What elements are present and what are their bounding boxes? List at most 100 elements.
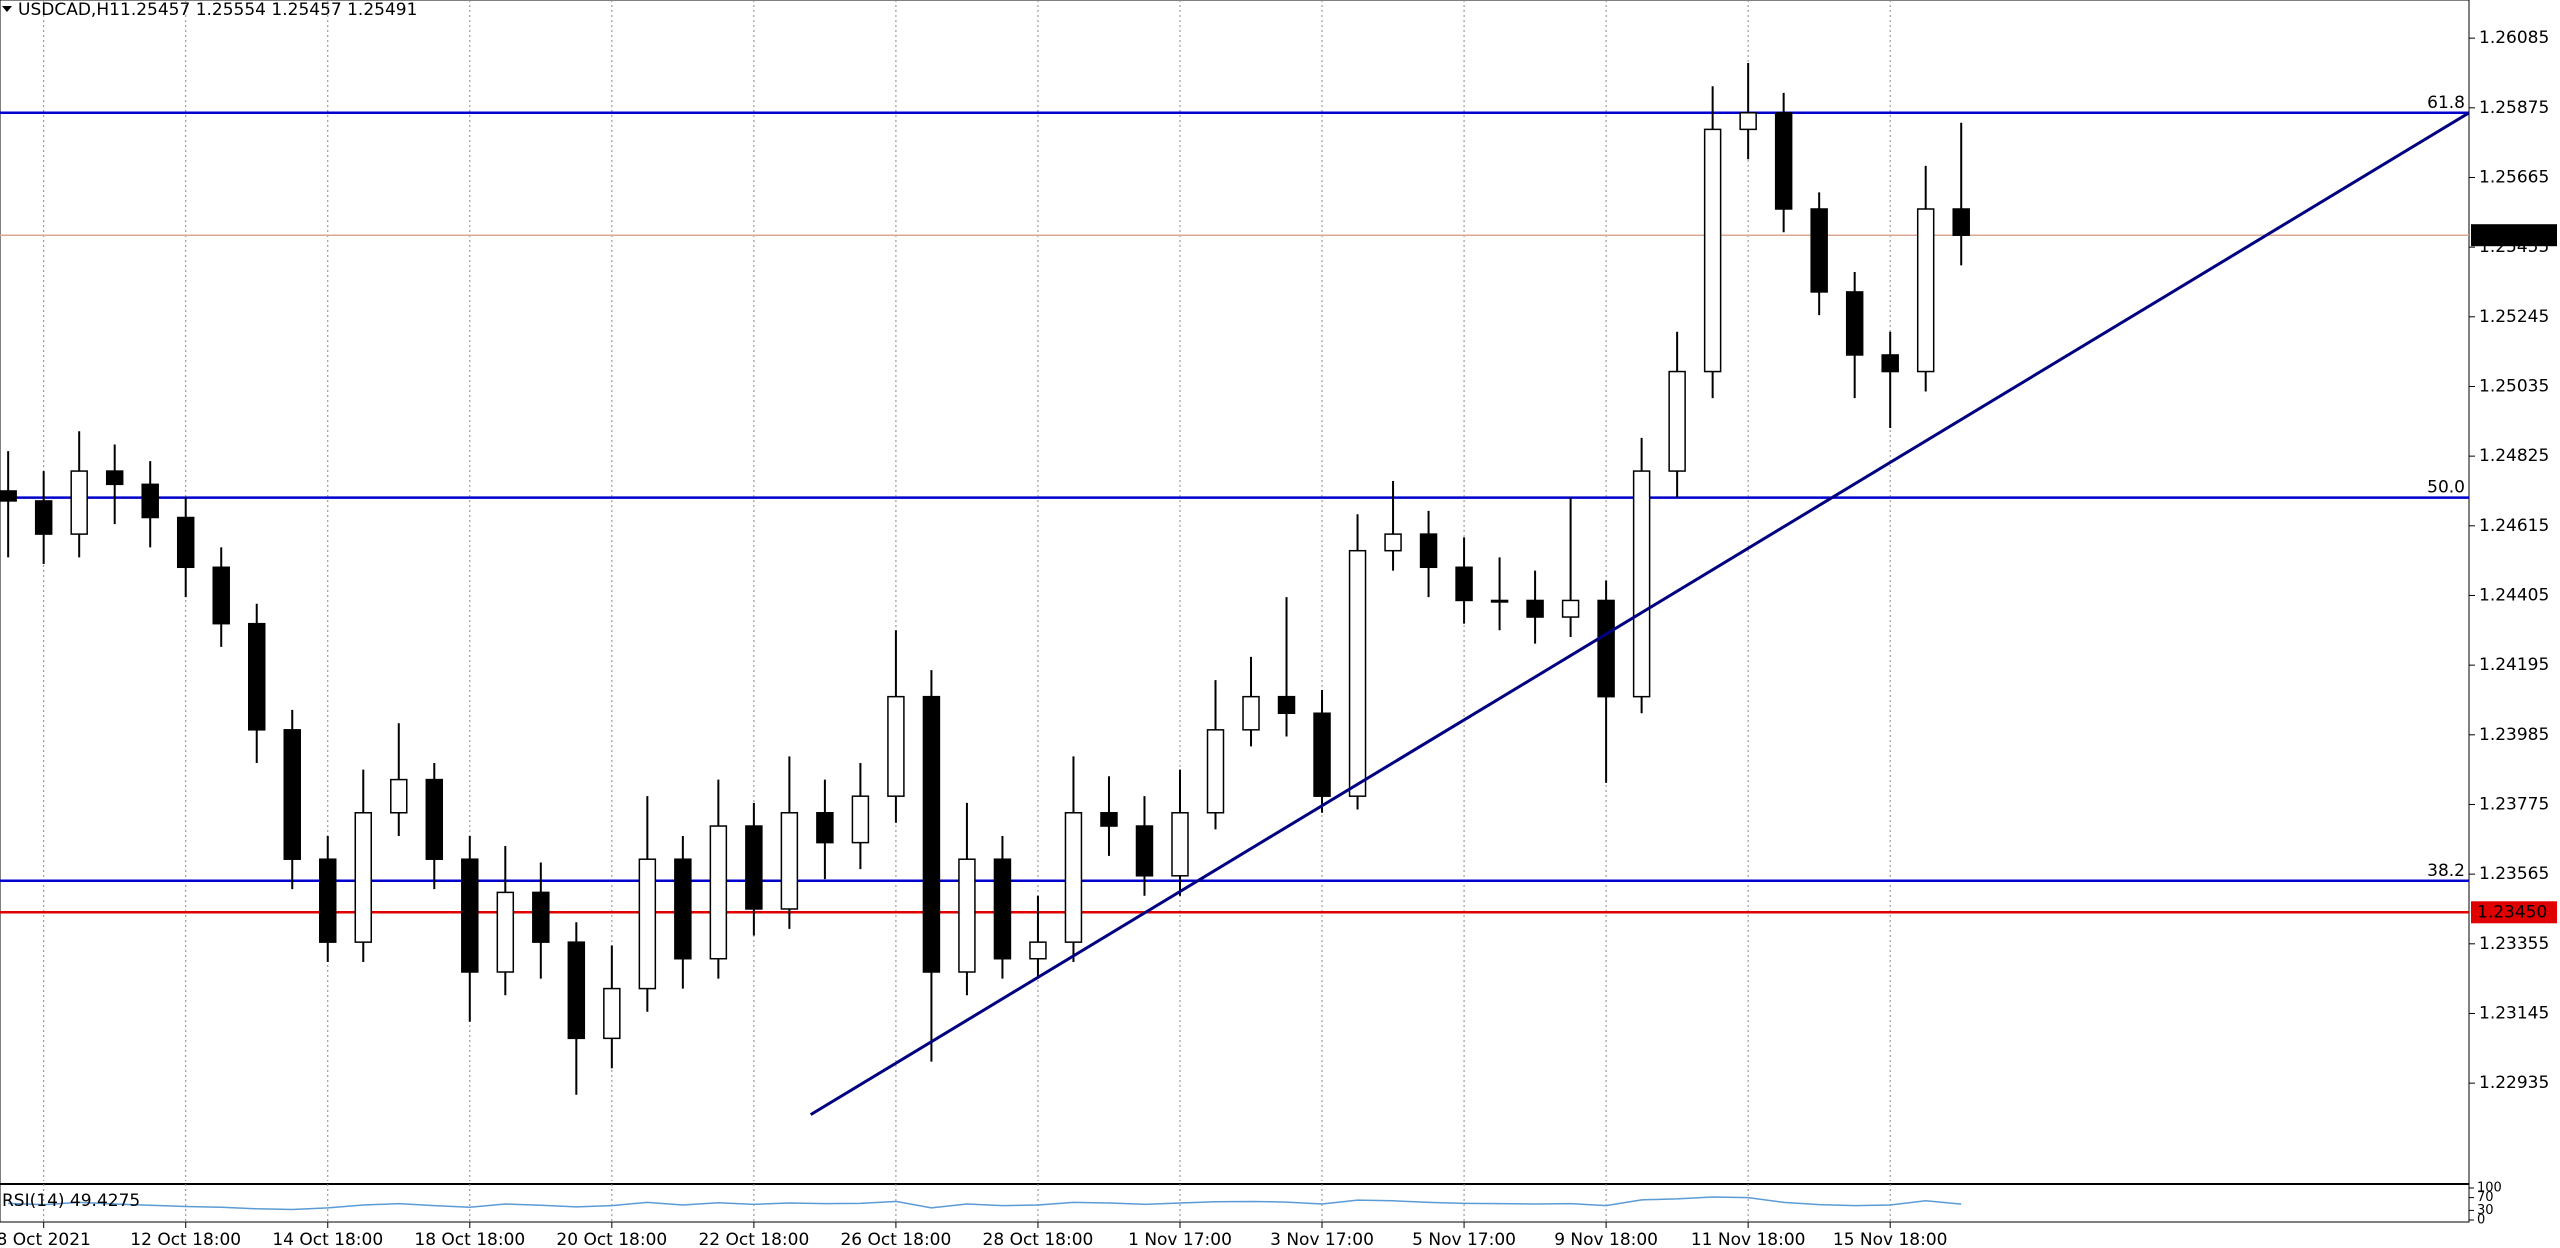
candle-body [851, 795, 870, 844]
x-tick-label: 3 Nov 17:00 [1270, 1230, 1374, 1248]
candle-body [247, 622, 266, 731]
candle-body [1419, 533, 1438, 569]
x-tick-label: 8 Oct 2021 [0, 1230, 91, 1248]
candle-body [461, 858, 479, 973]
candle-body [887, 695, 905, 797]
candle-body [425, 778, 444, 860]
support-tag-label: 1.23450 [2477, 902, 2547, 922]
x-tick-label: 22 Oct 18:00 [698, 1230, 809, 1248]
candle-body [1881, 354, 1899, 373]
fib-label: 61.8 [2427, 93, 2465, 113]
candle-body [674, 858, 692, 960]
candle-body [496, 891, 515, 973]
candle-body [105, 470, 124, 486]
candle-body [1952, 208, 1970, 236]
y-tick-label: 1.23775 [2479, 794, 2549, 814]
y-tick-label: 1.24615 [2479, 516, 2549, 536]
candle-body [212, 566, 230, 625]
candle-body [1703, 128, 1722, 373]
y-tick-label: 1.25035 [2479, 376, 2549, 396]
candle-body [390, 778, 408, 814]
candle-body [1277, 695, 1296, 714]
candle-body [816, 812, 834, 844]
y-tick-label: 1.25875 [2479, 98, 2549, 118]
candle-body [176, 516, 195, 569]
fib-label: 50.0 [2427, 478, 2465, 498]
trendline [809, 111, 2470, 1116]
candle-body [567, 941, 586, 1040]
candle-body [1597, 599, 1615, 698]
candle-body [1206, 729, 1225, 814]
y-tick-label: 1.24405 [2479, 585, 2549, 605]
quote: 1.25457 1.25554 1.25457 1.25491 [120, 0, 417, 20]
last-price-label: 1.25491 [2477, 225, 2547, 245]
y-tick-label: 1.24825 [2479, 446, 2549, 466]
symbol: USDCAD,H1 [18, 0, 120, 20]
x-tick-label: 15 Nov 18:00 [1833, 1230, 1948, 1248]
y-tick-label: 1.26085 [2479, 28, 2549, 48]
candle-body [1632, 470, 1651, 698]
x-tick-label: 20 Oct 18:00 [556, 1230, 667, 1248]
rsi-tick-label: 0 [2477, 1213, 2485, 1228]
candle-body [70, 470, 88, 535]
last-price-tag [2471, 224, 2557, 247]
x-tick-label: 1 Nov 17:00 [1128, 1230, 1232, 1248]
candle-body [1845, 291, 1864, 356]
y-tick-label: 1.23145 [2479, 1003, 2549, 1023]
y-tick-label: 1.23985 [2479, 725, 2549, 745]
support-tag [2471, 901, 2557, 924]
candle-body [34, 500, 53, 535]
candle-body [1064, 812, 1083, 943]
candle-body [1810, 208, 1828, 293]
rsi-line [8, 1196, 1962, 1211]
y-tick-label: 1.23355 [2479, 934, 2549, 954]
candle-body [745, 825, 763, 910]
candle-body [1739, 112, 1757, 131]
candle-body [603, 987, 621, 1040]
candle-body [1774, 112, 1793, 210]
y-tick-label: 1.25245 [2479, 307, 2549, 327]
rsi-tick-label: 70 [2477, 1190, 2494, 1205]
candle-body [283, 729, 301, 860]
candle-body [532, 891, 550, 943]
y-tick-label: 1.22935 [2479, 1073, 2549, 1093]
candle-body [141, 483, 159, 519]
candle-body [638, 858, 657, 990]
x-tick-label: 5 Nov 17:00 [1412, 1230, 1516, 1248]
rsi-label: RSI(14) 49.4275 [2, 1191, 140, 1211]
candle-body [319, 858, 337, 943]
candle-body [1668, 370, 1686, 472]
y-tick-label: 1.23565 [2479, 864, 2549, 884]
candle-body [1384, 533, 1402, 552]
x-tick-label: 12 Oct 18:00 [130, 1230, 241, 1248]
y-tick-label: 1.25665 [2479, 167, 2549, 187]
candle-body [1171, 812, 1189, 877]
candle-body [0, 490, 17, 502]
candle-body [922, 695, 941, 973]
candle-body [1526, 599, 1544, 618]
rsi-tick-label: 30 [2477, 1203, 2494, 1218]
y-tick-label: 1.24195 [2479, 655, 2549, 675]
candle-body [1100, 812, 1118, 827]
x-tick-label: 18 Oct 18:00 [414, 1230, 525, 1248]
x-tick-label: 11 Nov 18:00 [1691, 1230, 1806, 1248]
candle-body [1313, 712, 1331, 797]
candle-body [709, 825, 728, 960]
x-tick-label: 14 Oct 18:00 [272, 1230, 383, 1248]
candle-body [1348, 549, 1367, 797]
candle-body [1916, 208, 1935, 373]
x-tick-label: 9 Nov 18:00 [1554, 1230, 1658, 1248]
candle-body [1135, 825, 1154, 877]
plot-frame [0, 0, 2470, 1223]
x-tick-label: 26 Oct 18:00 [840, 1230, 951, 1248]
candle-body [1455, 566, 1473, 602]
x-tick-label: 28 Oct 18:00 [983, 1230, 1094, 1248]
candle-body [1490, 599, 1509, 603]
candle-body [958, 858, 976, 973]
candle-body [780, 812, 799, 910]
candle-body [1561, 599, 1580, 618]
fib-label: 38.2 [2427, 861, 2465, 881]
candle-body [1242, 695, 1260, 731]
